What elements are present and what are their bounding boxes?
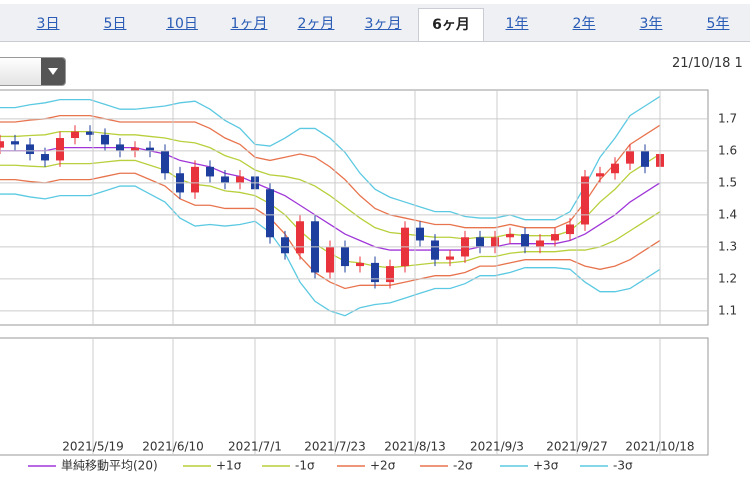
tab[interactable]: 6ヶ月 bbox=[418, 8, 484, 41]
candle-body bbox=[221, 176, 229, 183]
band-line bbox=[0, 146, 661, 251]
tab[interactable]: 3ヶ月 bbox=[364, 16, 402, 32]
candle-body bbox=[521, 234, 529, 247]
plot-frame bbox=[0, 89, 709, 326]
candle-body bbox=[71, 131, 79, 139]
candle-body bbox=[206, 166, 214, 177]
x-tick-label: 2021/9/3 bbox=[470, 440, 524, 454]
dropdown[interactable] bbox=[0, 57, 66, 86]
x-tick-label: 2021/5/19 bbox=[62, 440, 124, 454]
y-tick-label: 1.1 bbox=[718, 303, 737, 317]
tab[interactable]: 1年 bbox=[505, 16, 529, 32]
sub-plot-frame bbox=[0, 337, 709, 456]
candle-body bbox=[0, 141, 4, 148]
plot bbox=[0, 95, 664, 317]
y-tick-label: 1.6 bbox=[718, 143, 737, 157]
legend-label: 単純移動平均(20) bbox=[61, 459, 158, 473]
candle-body bbox=[131, 147, 139, 151]
candle-body bbox=[236, 176, 244, 183]
candle-body bbox=[566, 224, 574, 235]
candle-body bbox=[26, 144, 34, 155]
tab[interactable]: 2年 bbox=[572, 16, 596, 32]
tab[interactable]: 3年 bbox=[639, 16, 663, 32]
candle-body bbox=[611, 163, 619, 174]
y-tick-label: 1.5 bbox=[718, 175, 737, 189]
tab[interactable]: 1ヶ月 bbox=[230, 16, 268, 32]
candle-body bbox=[281, 237, 289, 254]
dropdown-arrow[interactable] bbox=[41, 58, 65, 85]
legend-label: +1σ bbox=[216, 459, 242, 473]
y-tick-label: 1.3 bbox=[718, 239, 737, 253]
legend-label: +3σ bbox=[533, 459, 559, 473]
candle-body bbox=[596, 173, 604, 177]
candle-body bbox=[11, 141, 19, 145]
band-line bbox=[0, 114, 661, 229]
x-tick-label: 2021/8/13 bbox=[384, 440, 446, 454]
legend-label: +2σ bbox=[370, 459, 396, 473]
candle-body bbox=[326, 246, 334, 273]
candle-body bbox=[536, 240, 544, 247]
candle-body bbox=[356, 262, 364, 267]
candle-body bbox=[641, 150, 649, 167]
candle-body bbox=[446, 256, 454, 260]
candle-body bbox=[101, 134, 109, 145]
x-tick-label: 2021/9/27 bbox=[546, 440, 608, 454]
y-tick-label: 1.2 bbox=[718, 271, 737, 285]
x-tick-label: 2021/6/10 bbox=[142, 440, 204, 454]
candle-body bbox=[476, 237, 484, 247]
candle-body bbox=[581, 176, 589, 225]
legend-label: -1σ bbox=[295, 459, 315, 473]
candle-body bbox=[146, 147, 154, 151]
candle-body bbox=[116, 144, 124, 151]
y-tick-label: 1.4 bbox=[718, 207, 737, 221]
candle-body bbox=[386, 266, 394, 283]
band-line bbox=[0, 95, 661, 221]
date-label: 21/10/18 1 bbox=[672, 56, 743, 71]
candle-body bbox=[266, 189, 274, 238]
tab[interactable]: 3日 bbox=[36, 16, 60, 32]
tab[interactable]: 5日 bbox=[103, 16, 127, 32]
x-tick-label: 2021/7/1 bbox=[228, 440, 282, 454]
tab[interactable]: 5年 bbox=[706, 16, 730, 32]
candle-body bbox=[506, 234, 514, 238]
legend-label: -2σ bbox=[453, 459, 473, 473]
candle-body bbox=[491, 237, 499, 247]
candle-body bbox=[371, 262, 379, 283]
candle-body bbox=[86, 131, 94, 135]
band-line bbox=[0, 130, 661, 240]
candle-body bbox=[431, 240, 439, 260]
tab[interactable]: 10日 bbox=[166, 16, 198, 32]
candle-body bbox=[191, 166, 199, 193]
candle-body bbox=[551, 234, 559, 241]
candle-body bbox=[626, 150, 634, 164]
candle-body bbox=[161, 150, 169, 174]
candle-body bbox=[416, 227, 424, 241]
tab-bar: 3日 5日 10日 1ヶ月 2ヶ月 3ヶ月 6ヶ月 1年 2年 3年 5年 bbox=[0, 4, 750, 42]
x-tick-label: 2021/10/18 bbox=[625, 440, 694, 454]
x-tick-label: 2021/7/23 bbox=[304, 440, 366, 454]
candle-body bbox=[341, 246, 349, 267]
band-line bbox=[0, 172, 661, 290]
legend-label: -3σ bbox=[613, 459, 633, 473]
tab[interactable]: 2ヶ月 bbox=[297, 16, 335, 32]
candle-body bbox=[41, 154, 49, 161]
candle-body bbox=[296, 221, 304, 254]
y-tick-label: 1.7 bbox=[718, 111, 737, 125]
candle-body bbox=[56, 138, 64, 161]
